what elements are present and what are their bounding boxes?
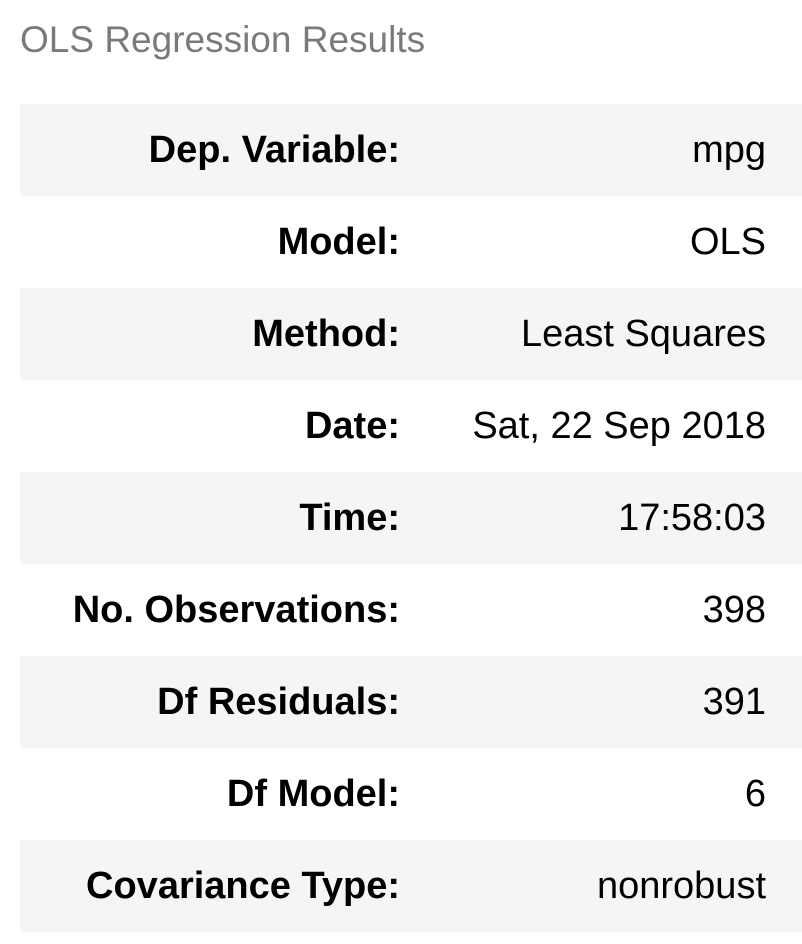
regression-summary-table: Dep. Variable: mpg Model: OLS Method: Le… (20, 104, 802, 932)
table-row-time: Time: 17:58:03 (20, 472, 802, 564)
row-label: Model: (277, 220, 400, 263)
row-value: mpg (692, 128, 766, 171)
table-row-df-model: Df Model: 6 (20, 748, 802, 840)
row-value: 17:58:03 (618, 496, 766, 539)
table-row-dep-variable: Dep. Variable: mpg (20, 104, 802, 196)
row-value: 6 (744, 772, 766, 815)
table-row-df-residuals: Df Residuals: 391 (20, 656, 802, 748)
table-caption: OLS Regression Results (20, 19, 426, 60)
table-row-no-observations: No. Observations: 398 (20, 564, 802, 656)
row-label: Df Residuals: (157, 680, 400, 723)
row-label: Date: (304, 404, 400, 447)
row-value: 391 (702, 680, 766, 723)
row-label: Covariance Type: (86, 864, 400, 907)
table-row-model: Model: OLS (20, 196, 802, 288)
table-row-method: Method: Least Squares (20, 288, 802, 380)
row-value: 398 (702, 588, 766, 631)
table-row-date: Date: Sat, 22 Sep 2018 (20, 380, 802, 472)
row-label: Dep. Variable: (148, 128, 400, 171)
row-value: Sat, 22 Sep 2018 (472, 404, 766, 447)
table-row-covariance-type: Covariance Type: nonrobust (20, 840, 802, 932)
row-label: No. Observations: (72, 588, 400, 631)
row-label: Df Model: (226, 772, 400, 815)
row-value: Least Squares (520, 312, 766, 355)
row-label: Time: (299, 496, 400, 539)
row-label: Method: (252, 312, 400, 355)
row-value: nonrobust (596, 864, 766, 907)
row-value: OLS (689, 220, 766, 263)
